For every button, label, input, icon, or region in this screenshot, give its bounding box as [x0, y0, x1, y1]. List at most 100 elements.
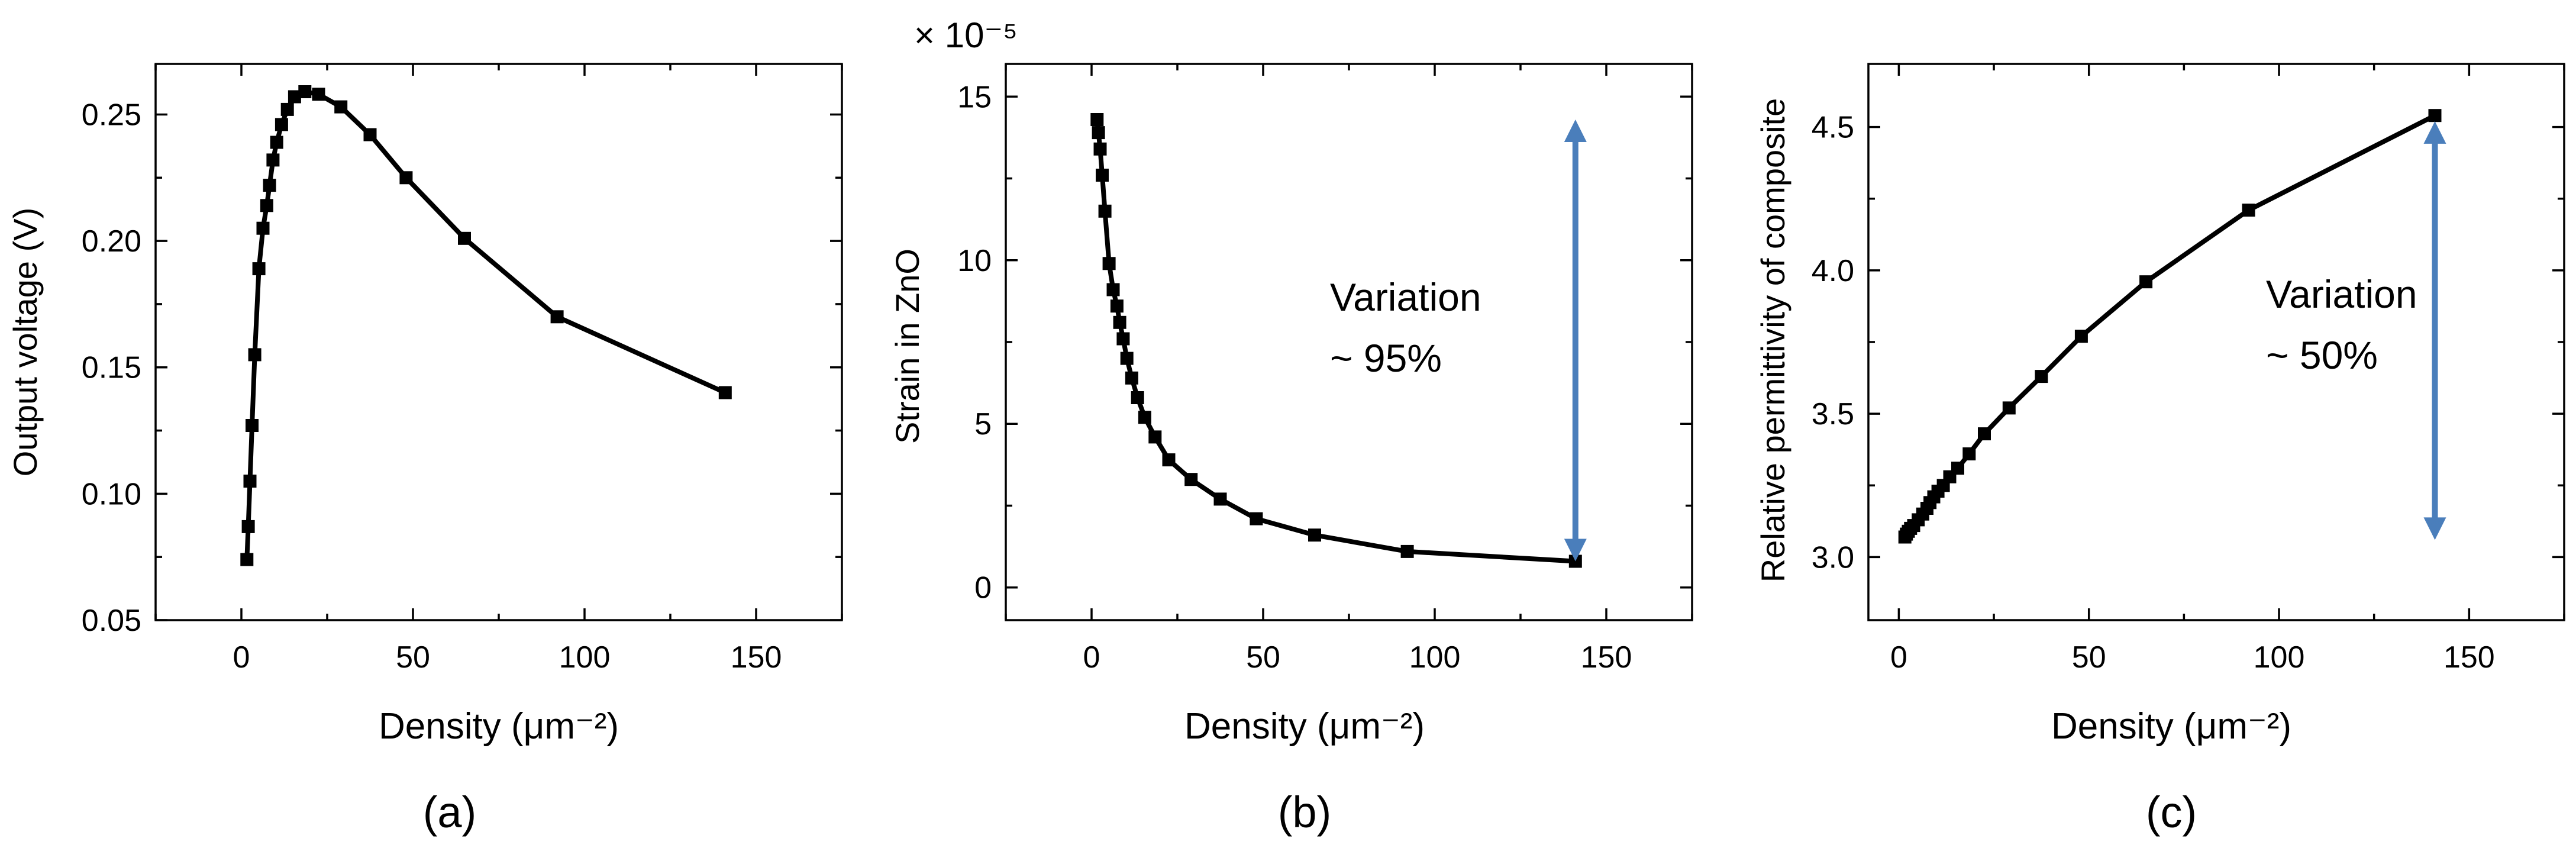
- x-axis-label-a: Density (μm⁻²): [379, 706, 619, 747]
- data-point-b-14: [1148, 430, 1162, 444]
- data-point-a-2: [243, 475, 257, 488]
- series-line-b: [1095, 119, 1576, 564]
- arrow-head-down-b: [1564, 539, 1587, 562]
- data-point-b-21: [1568, 554, 1582, 568]
- data-point-b-8: [1113, 315, 1126, 329]
- data-point-b-7: [1110, 299, 1124, 313]
- data-point-b-1: [1092, 126, 1105, 140]
- data-point-a-11: [275, 118, 288, 131]
- data-point-a-16: [334, 100, 348, 114]
- annotation-percent-b: ~ 95%: [1330, 336, 1442, 380]
- data-point-a-17: [363, 128, 377, 141]
- data-point-b-9: [1116, 332, 1130, 346]
- plot-frame-a: [154, 63, 843, 621]
- annotation-percent-c: ~ 50%: [2266, 333, 2378, 377]
- x-tick-label-b: 100: [1409, 640, 1461, 675]
- panel-label-c: (c): [2146, 788, 2197, 837]
- data-point-b-20: [1400, 544, 1414, 558]
- series-b: [1090, 113, 1582, 568]
- data-point-a-13: [288, 90, 301, 104]
- annotation-variation-c: Variation: [2266, 272, 2417, 316]
- y-axis-label-b: Strain in ZnO: [889, 249, 926, 444]
- data-point-a-9: [266, 153, 280, 167]
- data-point-a-20: [550, 310, 564, 324]
- y-tick-label-c: 4.5: [1812, 111, 1854, 145]
- y-tick-label-a: 0.15: [82, 351, 141, 385]
- x-tick-label-a: 0: [233, 640, 250, 675]
- data-point-b-10: [1120, 352, 1134, 365]
- data-point-c-21: [2428, 109, 2442, 122]
- x-tick-label-c: 100: [2254, 640, 2305, 675]
- y-tick-label-a: 0.25: [82, 98, 141, 132]
- series-c: [1898, 109, 2442, 544]
- data-point-c-18: [2074, 330, 2088, 343]
- y-tick-label-b: 15: [957, 80, 992, 114]
- variation-arrow-b: [1564, 120, 1587, 562]
- y-multiplier-b: × 10⁻⁵: [914, 15, 1018, 55]
- panel-a: 0 50 100 150 0.05 0.10 0.15 0.20 0.25 Output vol…: [7, 63, 843, 837]
- data-point-a-0: [240, 553, 254, 566]
- data-point-c-17: [2035, 370, 2048, 383]
- variation-arrow-c: [2423, 121, 2446, 540]
- y-tick-label-b: 5: [974, 407, 992, 441]
- axis-ticks-b: 0 50 100 150 0 5 10 15: [957, 64, 1693, 675]
- x-tick-label-a: 50: [396, 640, 430, 675]
- panel-label-b: (b): [1278, 788, 1331, 837]
- data-point-b-6: [1106, 283, 1120, 296]
- data-point-b-11: [1125, 371, 1138, 385]
- data-point-c-16: [2002, 401, 2016, 415]
- data-point-b-16: [1184, 473, 1198, 486]
- series-a: [240, 85, 732, 566]
- data-point-b-19: [1308, 528, 1321, 542]
- data-point-b-2: [1093, 142, 1107, 156]
- x-tick-label-c: 150: [2443, 640, 2495, 675]
- y-tick-label-c: 3.0: [1812, 540, 1854, 575]
- annotation-variation-b: Variation: [1330, 275, 1481, 319]
- x-tick-label-b: 50: [1246, 640, 1280, 675]
- data-point-b-18: [1250, 512, 1263, 525]
- series-line-a: [244, 89, 727, 560]
- y-tick-label-a: 0.20: [82, 224, 141, 259]
- data-point-a-19: [458, 231, 471, 245]
- y-tick-label-a: 0.05: [82, 604, 141, 638]
- data-point-a-1: [241, 520, 255, 533]
- axis-ticks-a: 0 50 100 150 0.05 0.10 0.15 0.20 0.25: [82, 64, 843, 675]
- data-point-a-14: [298, 85, 312, 98]
- data-point-c-20: [2242, 204, 2255, 217]
- y-tick-label-c: 4.0: [1812, 254, 1854, 288]
- data-point-c-15: [1978, 427, 1991, 441]
- y-axis-label-a: Output voltage (V): [7, 208, 44, 476]
- arrow-head-down-c: [2423, 517, 2446, 540]
- x-axis-label-c: Density (μm⁻²): [2051, 706, 2291, 747]
- x-tick-label-b: 150: [1581, 640, 1632, 675]
- arrow-head-up-b: [1564, 120, 1587, 142]
- data-point-a-21: [718, 386, 732, 399]
- data-point-b-5: [1102, 257, 1116, 270]
- data-point-b-0: [1090, 113, 1104, 126]
- data-point-b-3: [1096, 169, 1109, 182]
- plot-frame-c: [1867, 63, 2565, 621]
- data-point-b-4: [1098, 204, 1112, 218]
- data-point-a-8: [263, 179, 276, 192]
- data-point-c-13: [1951, 462, 1964, 475]
- x-tick-label-c: 50: [2072, 640, 2106, 675]
- data-point-b-17: [1213, 492, 1227, 506]
- data-point-b-15: [1162, 453, 1176, 467]
- data-point-a-10: [270, 136, 283, 149]
- data-point-a-6: [256, 221, 270, 235]
- axis-ticks-c: 0 50 100 150 3.0 3.5 4.0 4.5: [1812, 64, 2565, 675]
- data-point-b-13: [1138, 411, 1151, 424]
- x-tick-label-a: 100: [559, 640, 611, 675]
- y-axis-label-c: Relative permittivity of composite: [1754, 98, 1791, 583]
- y-tick-label-a: 0.10: [82, 477, 141, 511]
- data-point-a-12: [280, 102, 294, 116]
- y-tick-label-b: 0: [974, 571, 992, 605]
- data-point-a-15: [312, 88, 325, 101]
- data-point-b-12: [1131, 391, 1144, 404]
- y-tick-label-c: 3.5: [1812, 397, 1854, 431]
- panel-b: 0 50 100 150 0 5 10 15 Variation ~ 95% × 10⁻⁵ S…: [889, 15, 1693, 837]
- data-point-c-14: [1962, 447, 1976, 460]
- x-tick-label-a: 150: [731, 640, 782, 675]
- data-point-c-19: [2139, 275, 2153, 289]
